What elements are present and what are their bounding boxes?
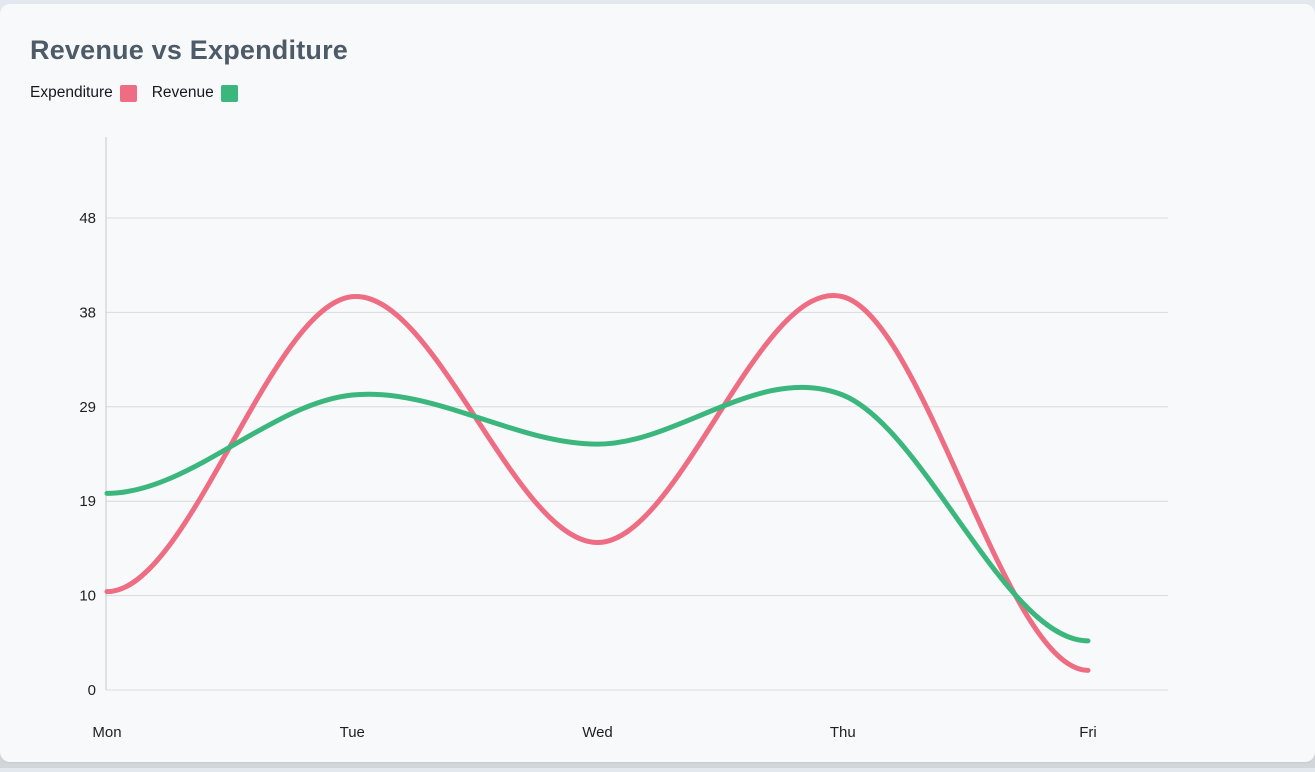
legend: Expenditure Revenue — [30, 84, 238, 102]
x-tick-label: Tue — [340, 724, 365, 741]
y-tick-label: 29 — [79, 399, 96, 416]
y-tick-label: 0 — [88, 682, 96, 699]
series-line-revenue — [104, 384, 1091, 644]
legend-label-expenditure: Expenditure — [30, 84, 113, 101]
x-tick-label: Mon — [92, 724, 121, 741]
legend-item-expenditure: Expenditure — [30, 84, 137, 102]
series-line-expenditure — [104, 293, 1091, 673]
chart-title: Revenue vs Expenditure — [30, 35, 349, 65]
y-tick-label: 38 — [79, 304, 96, 321]
x-tick-label: Fri — [1079, 724, 1097, 741]
legend-label-revenue: Revenue — [151, 84, 214, 101]
legend-item-revenue: Revenue — [152, 84, 238, 102]
x-tick-label: Wed — [582, 724, 613, 741]
line-chart: 0 10 19 29 38 48 Mon Tue Wed Thu Fri — [79, 137, 1168, 741]
y-tick-label: 10 — [79, 588, 96, 605]
x-tick-label: Thu — [830, 724, 856, 741]
legend-swatch-revenue — [220, 84, 238, 102]
y-tick-label: 19 — [79, 493, 96, 510]
y-tick-label: 48 — [79, 210, 96, 227]
chart-card: Revenue vs Expenditure Expenditure Reven… — [0, 4, 1315, 762]
legend-swatch-expenditure — [119, 84, 137, 102]
